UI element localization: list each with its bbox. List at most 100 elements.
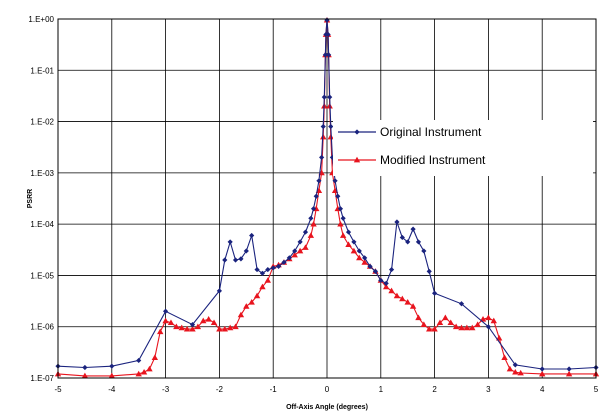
data-point — [292, 248, 298, 254]
data-point — [151, 354, 159, 360]
data-point — [189, 321, 196, 328]
x-tick-label: 0 — [325, 385, 330, 394]
data-point — [393, 292, 401, 299]
data-point — [135, 370, 142, 377]
data-point — [399, 295, 406, 302]
data-point — [136, 357, 142, 364]
data-point — [340, 215, 346, 221]
data-point — [431, 325, 438, 332]
data-point — [162, 317, 169, 324]
data-point — [320, 133, 327, 140]
data-point — [243, 303, 250, 309]
data-point — [281, 259, 287, 265]
data-point — [388, 266, 395, 273]
data-point — [216, 325, 223, 332]
data-point — [178, 324, 185, 331]
data-point — [458, 301, 465, 307]
x-tick-label: 1 — [379, 385, 384, 394]
data-point — [405, 239, 411, 245]
data-point — [108, 372, 115, 379]
data-point — [501, 354, 508, 360]
data-point — [512, 368, 519, 375]
data-point — [259, 270, 266, 276]
data-point — [210, 319, 218, 326]
plot-border — [57, 18, 597, 379]
legend-item: Modified Instrument — [338, 153, 486, 167]
x-tick-labels: -5 -4 -3 -2 -1 0 1 2 3 4 5 — [54, 385, 598, 394]
data-point — [270, 265, 276, 271]
data-point — [249, 232, 255, 239]
data-point — [264, 277, 272, 283]
data-point — [307, 232, 315, 238]
data-point — [222, 257, 228, 263]
data-point — [432, 290, 438, 296]
x-tick-label: 3 — [486, 385, 491, 394]
data-point — [205, 316, 212, 322]
data-point — [328, 123, 334, 130]
data-point — [194, 323, 202, 330]
data-point — [253, 292, 261, 299]
x-tick-label: 2 — [432, 385, 437, 394]
data-point — [326, 52, 332, 58]
x-tick-label: -2 — [216, 385, 224, 394]
data-point — [238, 256, 244, 262]
legend-box — [333, 120, 593, 176]
data-point — [345, 241, 352, 247]
data-point — [388, 287, 395, 294]
data-point — [539, 366, 545, 372]
data-point — [436, 319, 444, 326]
data-point — [227, 239, 233, 245]
data-point — [409, 303, 417, 309]
data-point — [320, 123, 326, 130]
y-tick-label: 1.E-07 — [30, 374, 54, 383]
data-point — [469, 324, 476, 331]
data-point — [316, 178, 322, 184]
data-point — [517, 369, 524, 376]
data-point — [404, 299, 411, 305]
data-point — [420, 321, 428, 327]
data-point — [313, 193, 319, 199]
x-tick-label: -5 — [54, 385, 62, 394]
data-point — [378, 277, 384, 283]
data-point — [302, 244, 309, 250]
legend-label: Modified Instrument — [380, 153, 486, 167]
legend-label: Original Instrument — [380, 125, 482, 139]
data-point — [565, 370, 573, 377]
data-point — [351, 239, 357, 245]
data-point — [356, 254, 363, 261]
data-point — [327, 94, 333, 100]
x-tick-label: 5 — [594, 385, 599, 394]
data-point — [421, 248, 427, 254]
data-point — [372, 268, 379, 274]
series-layer — [54, 16, 600, 379]
data-point — [339, 232, 347, 238]
data-point — [426, 325, 433, 332]
data-point — [327, 133, 334, 140]
data-point — [394, 219, 400, 225]
y-tick-label: 1.E-02 — [30, 118, 54, 127]
x-tick-label: -3 — [162, 385, 170, 394]
data-point — [362, 255, 368, 261]
data-point — [410, 226, 416, 232]
data-point — [310, 220, 317, 227]
data-point — [474, 321, 481, 327]
data-point — [248, 299, 255, 305]
data-point — [189, 325, 196, 332]
data-point — [447, 319, 454, 326]
data-point — [415, 314, 422, 321]
data-point — [490, 317, 497, 324]
data-point — [81, 372, 89, 379]
data-point — [506, 365, 514, 372]
data-point — [221, 325, 228, 332]
data-point — [308, 215, 314, 221]
data-point — [426, 268, 432, 274]
data-point — [302, 229, 309, 235]
x-tick-label: 4 — [540, 385, 545, 394]
data-point — [291, 251, 298, 258]
data-point — [297, 239, 303, 245]
data-point — [232, 323, 239, 330]
data-point — [353, 156, 361, 163]
data-point — [383, 280, 389, 286]
data-point — [399, 234, 405, 241]
data-point — [415, 239, 422, 245]
